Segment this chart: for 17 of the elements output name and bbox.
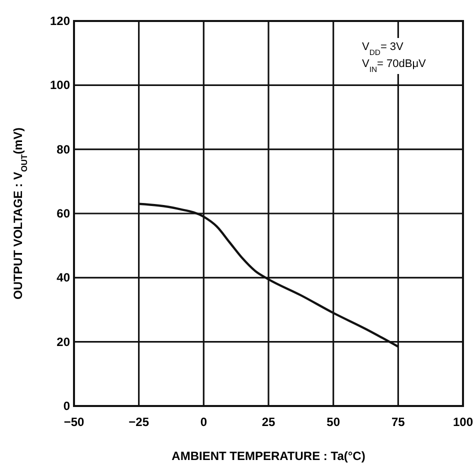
y-tick-label: 60 bbox=[56, 206, 70, 220]
y-tick-label: 120 bbox=[50, 14, 70, 28]
x-tick-label: 100 bbox=[452, 415, 473, 429]
x-tick-label: 25 bbox=[262, 415, 276, 429]
y-tick-label: 40 bbox=[56, 270, 70, 285]
x-tick-label: 50 bbox=[326, 415, 340, 429]
x-tick-label: 0 bbox=[200, 415, 208, 429]
y-tick-label: 100 bbox=[50, 78, 70, 92]
x-tick-label: 75 bbox=[391, 415, 406, 429]
x-axis-title: AMBIENT TEMPERATURE : Ta(°C) bbox=[172, 449, 366, 463]
y-tick-label: 0 bbox=[63, 399, 70, 413]
x-tick-label: −25 bbox=[128, 415, 150, 429]
y-tick-label: 80 bbox=[56, 142, 70, 156]
annotation: V$_{IN}$= 70dBμV bbox=[362, 58, 427, 74]
x-tick-label: −50 bbox=[64, 415, 84, 429]
annotation: V$_{DD}$= 3V bbox=[362, 41, 404, 56]
y-tick-label: 20 bbox=[56, 334, 70, 349]
